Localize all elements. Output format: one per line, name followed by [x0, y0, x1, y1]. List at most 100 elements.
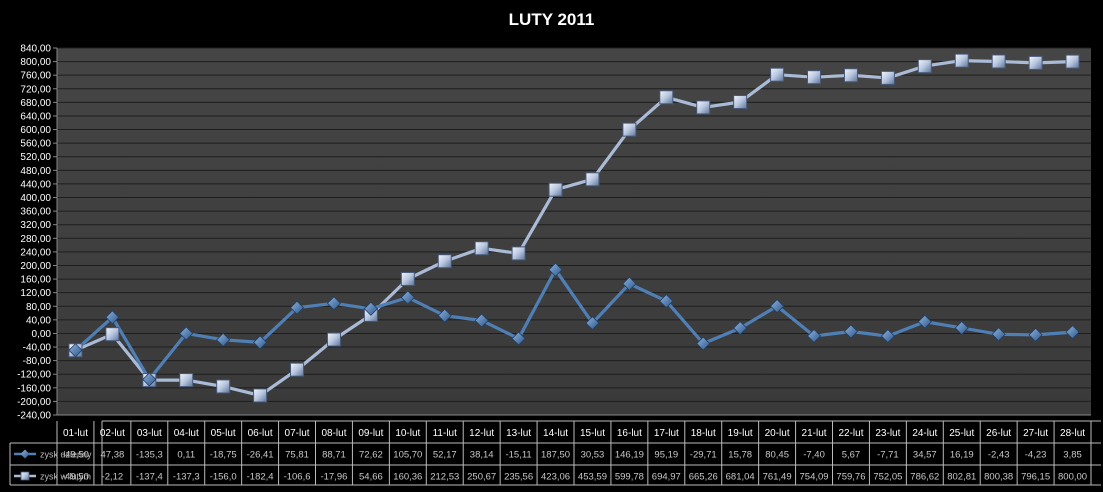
data-point-zysk-w-lutym [511, 246, 526, 261]
data-point-zysk-dzienny [437, 308, 452, 323]
data-label: 72,62 [359, 450, 383, 461]
data-label: -49,50 [62, 472, 89, 483]
data-point-zysk-dzienny [511, 331, 526, 346]
x-tick-label: 16-lut [617, 428, 642, 439]
data-point-zysk-dzienny [954, 320, 969, 336]
y-tick-label: 720,00 [20, 84, 51, 95]
y-tick-label: 160,00 [20, 275, 51, 286]
data-label: -7,40 [803, 450, 825, 461]
y-tick-label: 360,00 [20, 207, 51, 218]
data-point-zysk-w-lutym [105, 327, 120, 342]
data-label: 47,38 [101, 450, 125, 461]
x-tick-label: 26-lut [986, 428, 1011, 439]
data-point-zysk-w-lutym [917, 59, 932, 74]
data-label: 681,04 [726, 472, 755, 483]
y-tick-label: 280,00 [20, 234, 51, 245]
data-label: 105,70 [393, 450, 422, 461]
series-line-zysk-dzienny [73, 268, 1075, 381]
x-tick-label: 02-lut [100, 428, 125, 439]
x-tick-label: 24-lut [912, 428, 937, 439]
data-point-zysk-dzienny [1028, 327, 1043, 342]
data-label: 800,38 [984, 472, 1013, 483]
y-tick-label: 0,00 [32, 329, 52, 340]
data-label: 30,53 [581, 450, 605, 461]
y-tick-label: 400,00 [20, 193, 51, 204]
data-label: 759,76 [836, 472, 865, 483]
x-tick-label: 08-lut [321, 428, 346, 439]
x-tick-label: 25-lut [949, 428, 974, 439]
data-point-zysk-dzienny [68, 343, 83, 358]
data-label: 88,71 [322, 450, 346, 461]
data-label: -15,11 [505, 450, 531, 461]
data-point-zysk-w-lutym [437, 254, 452, 269]
data-point-zysk-dzienny [216, 332, 231, 347]
data-point-zysk-w-lutym [843, 68, 858, 83]
x-tick-label: 15-lut [580, 428, 605, 439]
y-tick-label: 120,00 [20, 288, 51, 299]
data-label: -135,3 [136, 450, 163, 461]
x-tick-label: 05-lut [211, 428, 236, 439]
data-label: -137,4 [136, 472, 163, 483]
data-point-zysk-w-lutym [179, 373, 194, 388]
data-label: 694,97 [652, 472, 681, 483]
data-label: -106,6 [284, 472, 311, 483]
y-tick-label: 760,00 [20, 71, 51, 82]
data-point-zysk-dzienny [733, 321, 748, 336]
x-tick-label: 10-lut [395, 428, 420, 439]
y-tick-label: -80,00 [23, 356, 52, 367]
data-label: 761,49 [763, 472, 792, 483]
y-tick-label: 320,00 [20, 220, 51, 231]
data-label: 800,00 [1058, 472, 1087, 483]
data-label: 423,06 [541, 472, 570, 483]
data-label: 752,05 [873, 472, 902, 483]
data-label: -156,0 [210, 472, 237, 483]
data-label: 665,26 [689, 472, 718, 483]
x-tick-label: 20-lut [765, 428, 790, 439]
data-label: -4,23 [1025, 450, 1047, 461]
data-label: -2,12 [102, 472, 124, 483]
data-point-zysk-w-lutym [659, 90, 674, 105]
data-point-zysk-dzienny [142, 372, 157, 387]
data-point-zysk-dzienny [363, 301, 378, 316]
data-point-zysk-dzienny [585, 316, 600, 331]
data-point-zysk-w-lutym [290, 362, 305, 377]
data-point-zysk-dzienny [880, 328, 895, 344]
data-label: -17,96 [320, 472, 347, 483]
legend-marker [20, 449, 30, 459]
y-tick-label: 480,00 [20, 166, 51, 177]
x-tick-label: 01-lut [63, 428, 88, 439]
data-point-zysk-dzienny [991, 327, 1006, 342]
x-tick-label: 03-lut [137, 428, 162, 439]
data-label: 599,78 [615, 472, 644, 483]
x-tick-label: 14-lut [543, 428, 568, 439]
x-tick-label: 06-lut [248, 428, 273, 439]
data-point-zysk-dzienny [806, 328, 822, 344]
x-tick-label: 23-lut [875, 428, 900, 439]
y-tick-label: -40,00 [23, 343, 52, 354]
data-point-zysk-dzienny [474, 313, 489, 328]
y-tick-label: 640,00 [20, 111, 51, 122]
data-label: 80,45 [765, 450, 789, 461]
data-label: 54,66 [359, 472, 383, 483]
data-point-zysk-w-lutym [622, 122, 637, 137]
y-tick-label: 800,00 [20, 57, 51, 68]
data-point-zysk-dzienny [289, 300, 305, 315]
data-label: 3,85 [1063, 450, 1082, 461]
data-label: 52,17 [433, 450, 457, 461]
data-label: -7,71 [877, 450, 899, 461]
data-label: -137,3 [173, 472, 200, 483]
data-point-zysk-dzienny [770, 299, 785, 314]
legend-label: zysk w lutym [40, 472, 91, 482]
data-point-zysk-dzienny [400, 290, 415, 305]
data-point-zysk-w-lutym [991, 54, 1006, 69]
data-point-zysk-dzienny [105, 310, 120, 325]
data-point-zysk-dzienny [659, 294, 674, 309]
data-point-zysk-w-lutym [585, 172, 600, 187]
data-label: -49,50 [62, 450, 89, 461]
data-label: 802,81 [947, 472, 976, 483]
x-tick-label: 09-lut [358, 428, 383, 439]
data-point-zysk-dzienny [843, 324, 859, 339]
data-point-zysk-w-lutym [696, 100, 711, 115]
data-label: 160,36 [393, 472, 422, 483]
plot-area [57, 48, 1091, 415]
